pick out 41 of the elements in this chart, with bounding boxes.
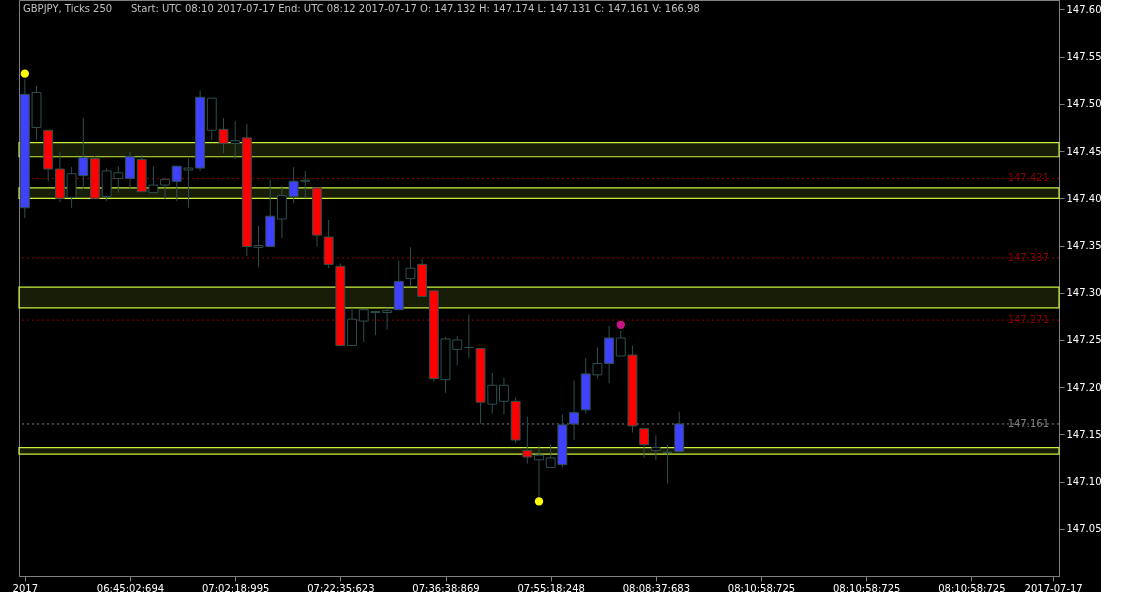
candlestick: [522, 415, 533, 465]
y-tick-label: 147.20: [1066, 381, 1102, 393]
candlestick: [499, 377, 509, 416]
point: [20, 69, 30, 78]
point: [616, 320, 625, 329]
y-tick-label: 147.45: [1066, 145, 1102, 157]
x-tick-label: 08:10:58:725: [938, 582, 1006, 592]
x-tick-label: 07:36:38:869: [412, 582, 480, 592]
y-tick-label: 147.10: [1066, 476, 1102, 488]
candlestick: [569, 380, 579, 441]
x-tick-label: 07:02:18:995: [201, 582, 270, 592]
point: [534, 497, 544, 506]
x-tick-label: 08:08:37:683: [622, 582, 691, 592]
candlestick: [276, 185, 287, 239]
candlestick: [125, 151, 135, 190]
y-tick-label: 147.50: [1066, 98, 1102, 110]
x-tick-label: 06:45:02:694: [96, 582, 165, 592]
y-tick-label: 147.55: [1066, 51, 1102, 63]
chart-title: GBPJPY, Ticks 250: [23, 3, 113, 14]
x-tick-label: 07:22:35:623: [307, 582, 375, 592]
x-tick-label: 2017: [12, 582, 39, 592]
x-tick-label: 2017-07-17: [1024, 582, 1083, 592]
y-tick-label: 147.35: [1066, 240, 1102, 252]
candlestick: [382, 307, 393, 331]
x-tick-label: 08:10:58:725: [727, 582, 796, 592]
candlestick: [160, 177, 171, 200]
y-tick-label: 147.60: [1066, 3, 1102, 15]
x-tick-label: 08:10:58:725: [833, 582, 901, 592]
candlestick: [639, 428, 650, 459]
ref-line-label: 147.271: [1007, 314, 1049, 326]
y-tick-label: 147.05: [1066, 523, 1102, 535]
y-tick-label: 147.40: [1066, 192, 1102, 204]
y-tick-label: 147.25: [1066, 334, 1102, 346]
candlestick: [650, 434, 661, 461]
ref-line-label: 147.161: [1007, 417, 1049, 429]
y-tick-label: 147.15: [1066, 428, 1102, 440]
ref-line-label: 147.421: [1007, 172, 1049, 184]
y-tick-label: 147.30: [1066, 287, 1102, 299]
chart-subtitle: Start: UTC 08:10 2017-07-17 End: UTC 08:12 2017-07-17 O: 147.132 H: 147.174 L: 147.131 C: 147.161 V: 166.98: [131, 3, 700, 14]
x-tick-label: 07:55:18:248: [517, 582, 585, 592]
ref-line-label: 147.337: [1007, 251, 1049, 263]
